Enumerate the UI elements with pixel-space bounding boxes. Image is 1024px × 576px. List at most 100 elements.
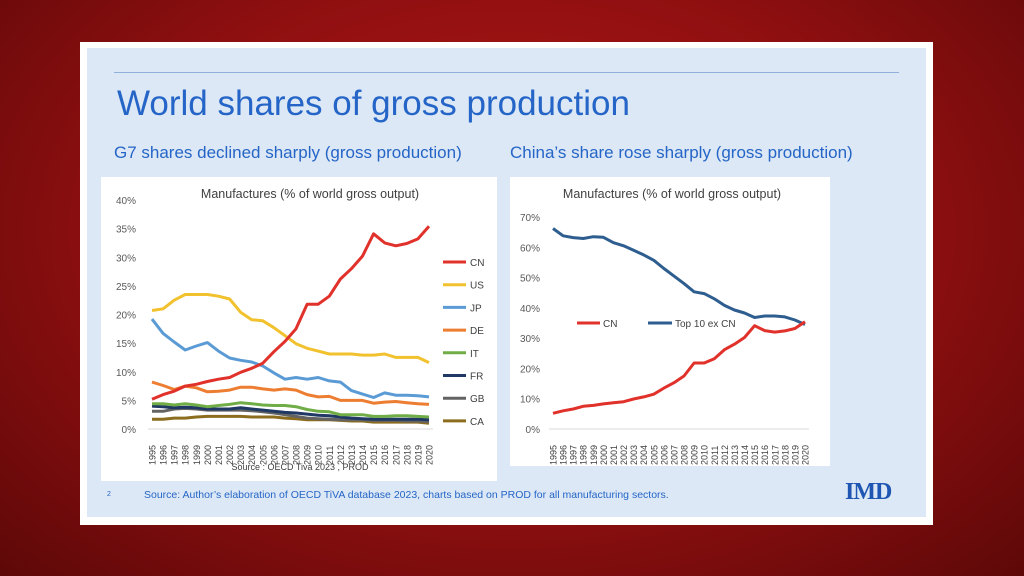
x-tick-label: 2002	[619, 445, 629, 465]
y-tick-label: 70%	[520, 213, 540, 224]
y-tick-label: 30%	[116, 253, 136, 264]
x-tick-label: 2012	[336, 445, 346, 465]
legend-label: CN	[603, 319, 617, 330]
series-line-top-10-ex-cn	[552, 227, 806, 326]
source-footer: Source: Author’s elaboration of OECD TiV…	[144, 489, 669, 501]
x-tick-label: 2007	[280, 445, 290, 465]
x-tick-label: 2020	[801, 445, 811, 465]
right-chart: 0% 10% 20% 30% 40% 50% 60% 70% 1995 1996 1997 1998 1…	[520, 213, 811, 465]
x-tick-label: 2003	[629, 445, 639, 465]
x-tick-label: 2000	[599, 445, 609, 465]
x-tick-label: 1999	[192, 445, 202, 465]
x-tick-label: 2020	[425, 445, 435, 465]
y-tick-label: 5%	[122, 396, 137, 407]
right-subtitle: China’s share rose sharply (gross produc…	[510, 143, 853, 162]
x-tick-label: 1995	[549, 445, 559, 465]
legend-label: DE	[470, 326, 484, 337]
x-tick-label: 2002	[225, 445, 235, 465]
legend-label: GB	[470, 394, 485, 405]
left-chart: 0%5%10%15%20%25%30%35%40%1995 1996 1997 199…	[116, 196, 485, 465]
x-tick-label: 2001	[609, 445, 619, 465]
x-tick-label: 2011	[710, 446, 720, 465]
series-line-ca	[152, 414, 430, 425]
x-tick-label: 2019	[790, 445, 800, 465]
x-tick-label: 1998	[579, 445, 589, 465]
x-tick-label: 2000	[203, 445, 213, 465]
legend-label: JP	[470, 303, 482, 314]
title-rule	[114, 72, 899, 73]
x-tick-label: 2018	[780, 445, 790, 465]
x-tick-label: 2005	[649, 445, 659, 465]
x-tick-label: 2017	[391, 445, 401, 465]
x-tick-label: 1996	[559, 445, 569, 465]
y-tick-label: 60%	[520, 243, 540, 254]
x-tick-label: 2004	[247, 445, 257, 465]
x-tick-label: 2016	[380, 445, 390, 465]
legend-label: Top 10 ex CN	[675, 319, 736, 330]
left-subtitle: G7 shares declined sharply (gross produc…	[114, 143, 462, 162]
y-tick-label: 20%	[116, 311, 136, 322]
y-tick-label: 0%	[526, 425, 541, 436]
right-chart-title: Manufactures (% of world gross output)	[563, 187, 781, 201]
x-tick-label: 2013	[730, 445, 740, 465]
legend-label: US	[470, 281, 484, 292]
x-tick-label: 2013	[347, 445, 357, 465]
y-tick-label: 25%	[116, 282, 136, 293]
x-tick-label: 2014	[740, 445, 750, 465]
y-tick-label: 0%	[122, 425, 137, 436]
x-tick-label: 2005	[258, 445, 268, 465]
x-tick-label: 1995	[148, 445, 158, 465]
y-tick-label: 10%	[520, 395, 540, 406]
x-tick-label: 1998	[181, 445, 191, 465]
x-tick-label: 2011	[325, 446, 335, 465]
x-tick-label: 2014	[358, 445, 368, 465]
series-line-fr	[151, 404, 430, 422]
legend-label: FR	[470, 372, 483, 383]
series-line-jp	[150, 318, 430, 399]
x-tick-label: 2017	[770, 445, 780, 465]
x-tick-label: 2009	[303, 445, 313, 465]
x-tick-label: 2004	[639, 445, 649, 465]
x-tick-label: 1997	[569, 445, 579, 465]
y-tick-label: 40%	[116, 196, 136, 207]
slide-title: World shares of gross production	[117, 84, 630, 123]
left-chart-source: Source : OECD Tiva 2023 , PROD	[231, 462, 369, 472]
x-tick-label: 1997	[170, 445, 180, 465]
x-tick-label: 2016	[760, 445, 770, 465]
y-tick-label: 50%	[520, 274, 540, 285]
y-tick-label: 30%	[520, 334, 540, 345]
x-tick-label: 2015	[750, 445, 760, 465]
series-line-us	[151, 293, 430, 364]
x-tick-label: 2018	[402, 445, 412, 465]
x-tick-label: 2010	[314, 445, 324, 465]
x-tick-label: 2007	[669, 445, 679, 465]
y-tick-label: 15%	[116, 339, 136, 350]
y-tick-label: 40%	[520, 304, 540, 315]
x-tick-label: 2006	[659, 445, 669, 465]
x-tick-label: 2008	[292, 445, 302, 465]
series-line-cn	[552, 320, 806, 415]
legend-label: CN	[470, 258, 484, 269]
x-tick-label: 2019	[413, 445, 423, 465]
left-chart-title: Manufactures (% of world gross output)	[201, 187, 419, 201]
x-tick-label: 2012	[720, 445, 730, 465]
imd-logo: IMD	[845, 479, 892, 505]
y-tick-label: 20%	[520, 364, 540, 375]
legend-label: CA	[470, 417, 484, 428]
x-tick-label: 2003	[236, 445, 246, 465]
series-line-it	[152, 401, 430, 419]
x-tick-label: 2006	[269, 445, 279, 465]
x-tick-label: 2010	[700, 445, 710, 465]
x-tick-label: 2008	[680, 445, 690, 465]
left-chart-box	[101, 177, 497, 481]
series-line-cn	[151, 225, 431, 401]
x-tick-label: 1996	[159, 445, 169, 465]
x-tick-label: 1999	[589, 445, 599, 465]
x-tick-label: 2015	[369, 445, 379, 465]
page-number: 2	[107, 491, 111, 498]
legend-label: IT	[470, 349, 479, 360]
x-tick-label: 2009	[690, 445, 700, 465]
y-tick-label: 35%	[116, 225, 136, 236]
y-tick-label: 10%	[116, 368, 136, 379]
